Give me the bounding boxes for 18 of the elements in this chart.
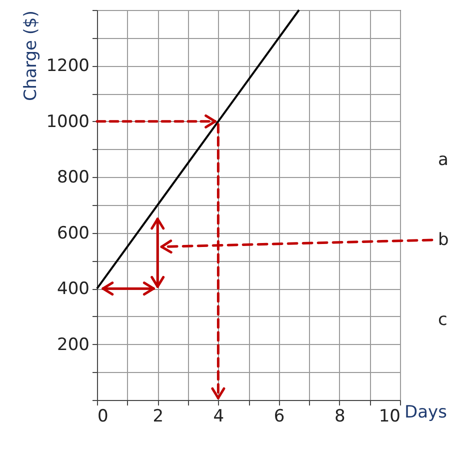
y-tick-label: 1200	[46, 56, 90, 76]
y-tick-label: 1000	[46, 112, 90, 132]
x-tick-label: 6	[274, 406, 285, 426]
y-axis-title: Charge ($)	[21, 10, 42, 101]
x-tick-label: 4	[213, 406, 224, 426]
y-tick-label: 400	[57, 279, 90, 300]
text: c	[438, 310, 448, 330]
x-tick-label: 0	[98, 406, 108, 426]
text: b	[438, 230, 449, 250]
text: a	[438, 150, 448, 170]
x-tick-label: 10	[378, 406, 400, 426]
y-tick-label: 600	[57, 223, 90, 244]
x-tick-label: 2	[152, 406, 164, 426]
y-tick-label: 200	[57, 334, 90, 355]
x-tick-label: 8	[334, 406, 346, 426]
y-tick-label: 800	[57, 168, 90, 188]
x-axis-title: Days	[404, 402, 448, 422]
line-series	[96, 9, 300, 290]
